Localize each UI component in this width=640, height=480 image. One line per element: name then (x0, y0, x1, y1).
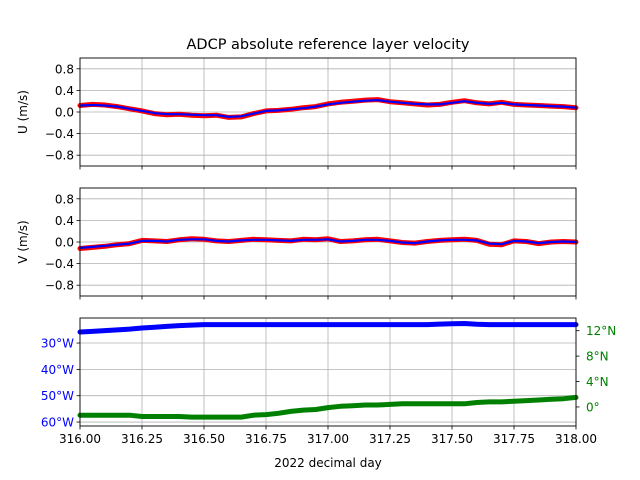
longitude-tick-label: 40°W (41, 363, 74, 377)
v-yticks: 0.8 0.4 0.0 −0.4 −0.8 (45, 192, 80, 293)
u-xticks (79, 166, 577, 170)
y-tick-label: −0.4 (45, 127, 74, 141)
smoothed-velocity-line (78, 238, 578, 249)
x-tick-label: 318.00 (555, 432, 597, 446)
longitude-tick-label: 50°W (41, 389, 74, 403)
x-tick-label: 316.75 (245, 432, 287, 446)
latitude-track-line (77, 394, 579, 420)
y-tick-label: −0.4 (45, 257, 74, 271)
latitude-tick-label: 12°N (586, 324, 616, 338)
longitude-tick-label: 60°W (41, 416, 74, 430)
y-tick-label: −0.8 (45, 149, 74, 163)
latitude-tick-label: 4°N (586, 375, 609, 389)
x-tick-label: 317.75 (493, 432, 535, 446)
v-traces (77, 236, 579, 251)
latitude-tick-label: 0° (586, 400, 600, 414)
y-tick-label: 0.8 (55, 62, 74, 76)
position-traces (77, 321, 579, 420)
y-tick-label: 0.0 (55, 236, 74, 250)
y-tick-label: 0.8 (55, 192, 74, 206)
position-panel: 30°W40°W50°W60°W 12°N8°N4°N0° 316.00 316.… (41, 317, 616, 446)
u-yticks: 0.8 0.4 0.0 −0.4 −0.8 (45, 62, 80, 163)
y-tick-label: 0.4 (55, 214, 74, 228)
y-tick-label: 0.4 (55, 84, 74, 98)
v-velocity-panel: 0.8 0.4 0.0 −0.4 −0.8 V (m/s) (16, 187, 579, 300)
latitude-yticks: 12°N 8°N 4°N 0° (576, 324, 616, 414)
chart-title: ADCP absolute reference layer velocity (186, 37, 469, 53)
y-tick-label: 0.0 (55, 106, 74, 120)
longitude-track-line (77, 321, 579, 335)
x-tick-label: 317.00 (307, 432, 349, 446)
y-tick-label: −0.8 (45, 279, 74, 293)
x-tick-label: 317.50 (431, 432, 473, 446)
u-velocity-panel: 0.8 0.4 0.0 −0.4 −0.8 U (m/s) (16, 57, 579, 170)
position-xticks: 316.00 316.25 316.50 316.75 317.00 317.25 317.… (59, 426, 597, 446)
x-tick-label: 317.25 (369, 432, 411, 446)
v-ylabel: V (m/s) (16, 220, 30, 263)
u-ylabel: U (m/s) (16, 90, 30, 134)
position-gridlines (79, 318, 577, 426)
x-tick-label: 316.25 (121, 432, 163, 446)
x-axis-label: 2022 decimal day (274, 456, 382, 470)
longitude-tick-label: 30°W (41, 337, 74, 351)
smoothed-velocity-line (78, 98, 578, 119)
x-tick-label: 316.50 (183, 432, 225, 446)
v-xticks (79, 296, 577, 300)
x-tick-label: 316.00 (59, 432, 101, 446)
longitude-yticks: 30°W 40°W 50°W 60°W (41, 337, 80, 430)
latitude-tick-label: 8°N (586, 350, 609, 364)
u-traces (77, 97, 579, 120)
